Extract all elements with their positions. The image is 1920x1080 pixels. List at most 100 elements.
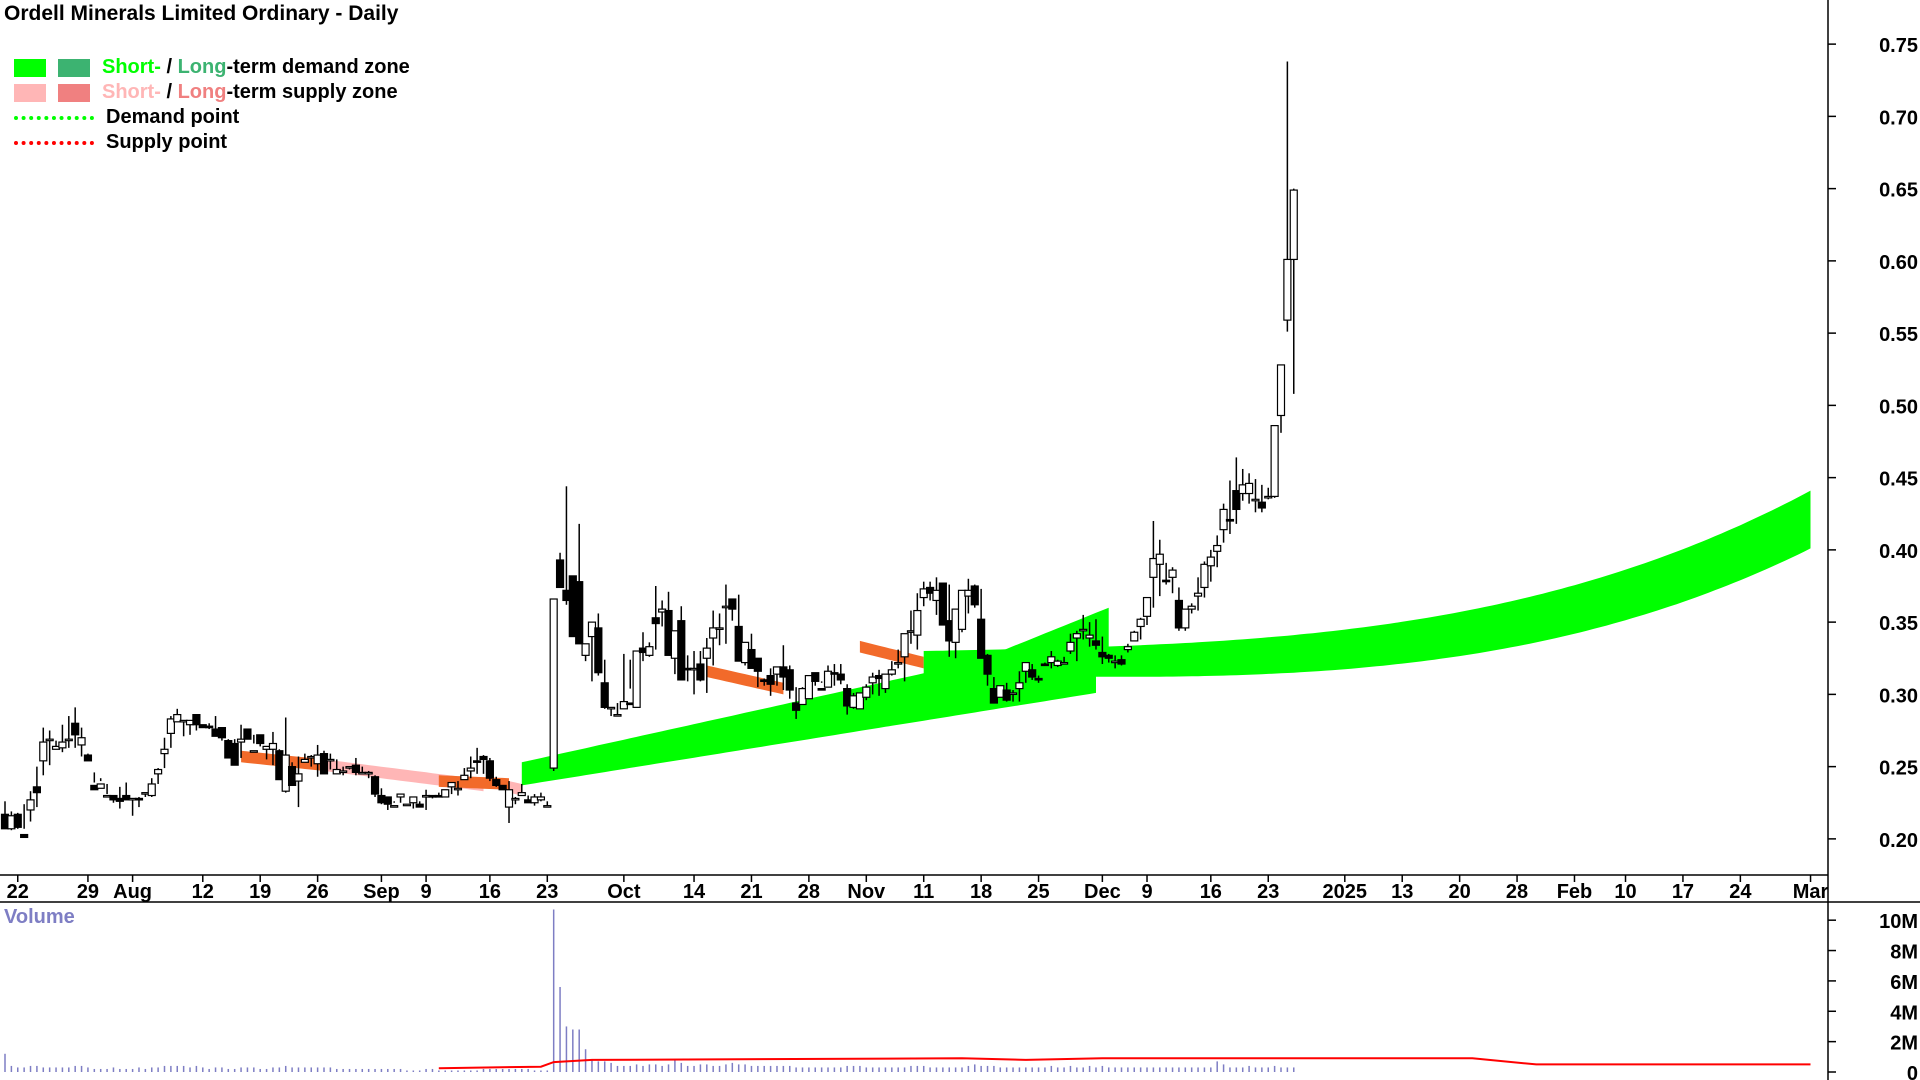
x-tick-label: 29	[77, 881, 99, 903]
price-tick-label: 0.40	[1879, 541, 1918, 563]
x-tick-label: 12	[192, 881, 214, 903]
candle	[555, 552, 565, 589]
candle	[13, 812, 22, 829]
candle	[1213, 535, 1222, 568]
candle	[1136, 617, 1145, 640]
candle	[1244, 473, 1254, 504]
candle	[339, 766, 348, 776]
candle-body-up	[294, 773, 303, 782]
candle	[402, 803, 412, 807]
candle-body-down	[473, 760, 482, 763]
candle-body-up	[804, 674, 813, 700]
price-tick-label: 0.50	[1879, 396, 1918, 418]
candle-body-up	[1066, 641, 1075, 652]
candle	[351, 757, 360, 776]
candle	[498, 784, 507, 791]
candle	[256, 734, 265, 747]
candle	[249, 734, 258, 753]
x-tick-label: 9	[421, 881, 432, 903]
candle	[1123, 643, 1132, 653]
candle-body-down	[243, 728, 252, 740]
candle-body-up	[536, 796, 546, 801]
candle	[983, 653, 992, 686]
candle-body-down	[977, 618, 986, 659]
candle	[370, 775, 380, 797]
candle	[96, 778, 105, 789]
candle	[1219, 503, 1228, 543]
x-tick-label: 16	[1200, 881, 1222, 903]
candle-body-up	[1079, 628, 1088, 632]
candle-body-up	[453, 787, 463, 791]
price-tick-label: 0.65	[1879, 180, 1918, 202]
candle	[128, 797, 137, 816]
candle	[364, 770, 373, 779]
candle-body-up	[645, 646, 654, 656]
x-tick-label: 17	[1672, 881, 1694, 903]
candle	[1162, 562, 1171, 585]
x-tick-label: 10	[1614, 881, 1636, 903]
candle	[415, 801, 424, 808]
candle-body-up	[823, 670, 833, 688]
legend-supply-point-label: Supply point	[106, 131, 228, 153]
x-tick-label: 18	[970, 881, 992, 903]
candle-body-up	[1289, 189, 1298, 261]
candle-body-up	[887, 669, 896, 675]
volume-tick-label: 0	[1907, 1063, 1918, 1080]
candle-body-down	[836, 673, 845, 681]
zone-band-demand	[923, 490, 1811, 677]
candle	[581, 643, 590, 662]
candle-body-up	[396, 793, 405, 798]
x-tick-label: 20	[1449, 881, 1471, 903]
candle	[619, 653, 628, 710]
x-tick-label: 14	[683, 881, 706, 903]
x-tick-label: 25	[1027, 881, 1049, 903]
demand-short-swatch	[14, 58, 46, 77]
candle	[830, 664, 839, 686]
candle	[1206, 549, 1215, 582]
x-tick-label: 2025	[1323, 881, 1368, 903]
candle	[1283, 61, 1292, 332]
candle-body-down	[383, 796, 392, 805]
candle-body-down	[594, 627, 603, 674]
candle	[154, 768, 163, 784]
candle	[1289, 188, 1298, 394]
candle	[1251, 479, 1260, 513]
axis-labels: 0.20 0.25 0.30 0.35 0.40 0.45 0.50 0.55 0.60 0.65…	[7, 35, 1918, 1080]
candle-body-up	[606, 706, 616, 710]
candle-body-up	[1130, 631, 1139, 642]
candle-body-down	[1034, 677, 1043, 681]
x-tick-label: Mar	[1793, 881, 1829, 903]
candle	[1155, 539, 1164, 597]
candle-body-down	[1162, 579, 1171, 583]
candle	[173, 708, 182, 723]
legend-demand-point-label: Demand point	[106, 106, 240, 128]
candle	[45, 730, 54, 766]
candle-body-up	[460, 774, 469, 781]
candle	[594, 613, 603, 676]
candle	[205, 723, 214, 730]
candle-body-down	[728, 598, 737, 610]
candle	[460, 768, 469, 781]
candle-body-down	[575, 581, 584, 645]
candle-body-up	[511, 797, 520, 801]
candle-body-up	[1181, 608, 1190, 629]
candle-body-up	[517, 792, 526, 797]
x-tick-label: Sep	[363, 881, 400, 903]
candle-body-up	[45, 738, 54, 742]
candle-body-up	[249, 750, 258, 753]
volume-average-line	[438, 1057, 1811, 1070]
price-tick-label: 0.45	[1879, 469, 1918, 491]
candle-body-up	[702, 647, 711, 659]
candle	[294, 756, 303, 808]
candle	[485, 757, 494, 782]
zone-band-supply	[859, 640, 924, 669]
candle-body-down	[109, 794, 118, 801]
supply-point-swatch	[14, 140, 94, 145]
candle-body-down	[230, 742, 239, 766]
candle	[319, 750, 329, 775]
candle	[58, 724, 67, 753]
candle-body-up	[1123, 646, 1132, 651]
candle-body-down	[1002, 689, 1011, 701]
candle-body-down	[555, 559, 565, 589]
